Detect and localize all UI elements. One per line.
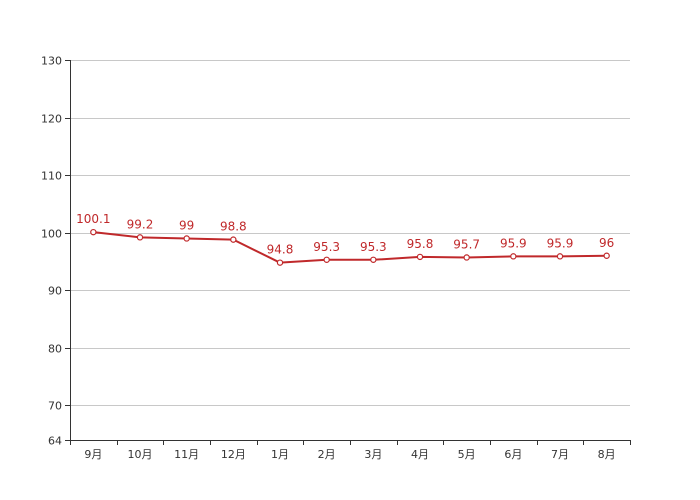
axes xyxy=(65,60,631,445)
y-tick-label: 80 xyxy=(48,343,62,356)
x-tick-labels: 9月 10月 11月 12月 1月 2月 3月 4月 5月 6月 7月 8月 xyxy=(84,448,615,461)
grid-lines xyxy=(70,60,630,406)
x-tick-label: 6月 xyxy=(504,448,522,461)
data-label: 95.3 xyxy=(313,240,340,254)
data-point xyxy=(556,253,564,260)
data-label: 95.3 xyxy=(360,240,387,254)
y-tick-label: 100 xyxy=(41,228,62,241)
x-tick-label: 7月 xyxy=(551,448,569,461)
data-label: 95.9 xyxy=(547,236,574,250)
x-tick-label: 3月 xyxy=(364,448,382,461)
x-tick-label: 12月 xyxy=(221,448,246,461)
series xyxy=(90,228,610,266)
data-point xyxy=(276,259,284,266)
data-label: 94.8 xyxy=(267,243,294,257)
data-point xyxy=(370,256,377,263)
data-label: 96 xyxy=(599,236,614,250)
data-point xyxy=(323,256,330,263)
y-tick-label: 120 xyxy=(41,113,62,126)
y-tick-label: 70 xyxy=(48,400,62,413)
x-tick-label: 1月 xyxy=(271,448,289,461)
data-label: 99.2 xyxy=(127,217,154,231)
x-tick-label: 8月 xyxy=(598,448,616,461)
x-tick-label: 10月 xyxy=(128,448,153,461)
series-line xyxy=(93,231,607,264)
data-label: 99 xyxy=(179,218,194,232)
data-label: 100.1 xyxy=(76,212,110,226)
y-tick-labels: 64 70 80 90 100 110 120 130 xyxy=(41,55,62,448)
x-tick-label: 11月 xyxy=(174,448,199,461)
data-point xyxy=(136,234,144,241)
y-tick-label: 90 xyxy=(48,285,62,298)
data-point xyxy=(463,254,470,261)
data-point xyxy=(603,252,610,259)
data-labels: 100.1 99.2 99 98.8 94.8 95.3 95.3 95.8 95.7 95.9 9… xyxy=(76,212,614,257)
x-tick-label: 2月 xyxy=(318,448,336,461)
x-tick-label: 4月 xyxy=(411,448,429,461)
data-point xyxy=(230,236,237,243)
y-tick-label: 64 xyxy=(48,435,62,448)
data-label: 98.8 xyxy=(220,220,247,234)
data-label: 95.9 xyxy=(500,236,527,250)
data-point xyxy=(90,228,97,236)
data-label: 95.7 xyxy=(453,237,480,251)
x-tick-label: 9月 xyxy=(84,448,102,461)
y-tick-label: 130 xyxy=(41,55,62,68)
y-tick-label: 110 xyxy=(41,170,62,183)
x-tick-label: 5月 xyxy=(458,448,476,461)
data-point xyxy=(416,253,424,261)
data-point xyxy=(510,253,517,260)
data-point xyxy=(183,235,190,242)
data-label: 95.8 xyxy=(407,237,434,251)
